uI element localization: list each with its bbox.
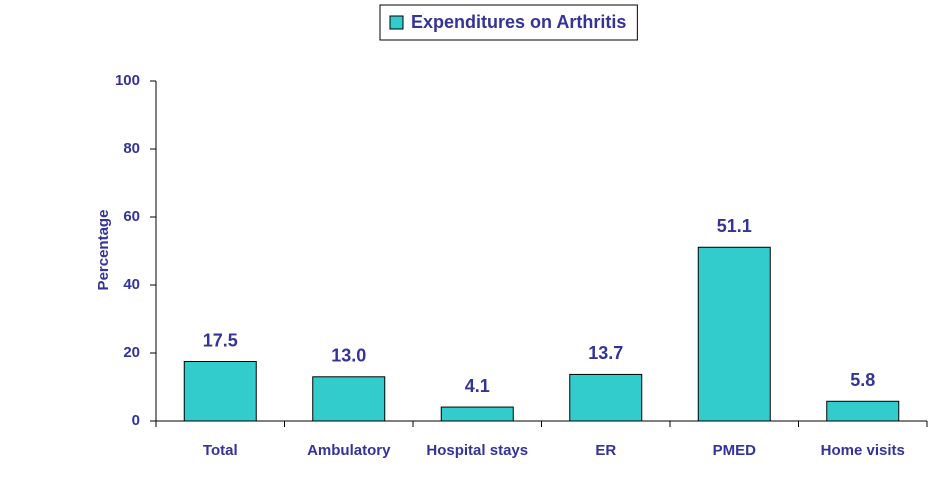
x-tick-label: Hospital stays — [426, 442, 528, 459]
y-tick-label: 100 — [115, 72, 140, 89]
y-tick-label: 80 — [123, 140, 140, 157]
x-tick-label: ER — [595, 442, 616, 459]
bar — [312, 376, 386, 422]
bar — [183, 361, 257, 422]
data-label: 13.0 — [331, 346, 366, 366]
x-tick-label: Home visits — [821, 442, 905, 459]
legend-box — [379, 4, 638, 41]
bar — [440, 406, 514, 422]
x-tick-label: Ambulatory — [307, 442, 391, 459]
legend-label: Expenditures on Arthritis — [411, 12, 626, 32]
y-tick-label: 40 — [123, 276, 140, 293]
data-label: 17.5 — [203, 330, 238, 350]
data-label: 51.1 — [717, 216, 752, 236]
y-tick-label: 0 — [132, 412, 140, 429]
x-tick-label: PMED — [713, 442, 757, 459]
bar — [826, 400, 900, 422]
y-tick-label: 20 — [123, 344, 140, 361]
y-tick-label: 60 — [123, 208, 140, 225]
bar — [697, 246, 771, 422]
data-label: 5.8 — [850, 370, 875, 390]
data-label: 13.7 — [588, 343, 623, 363]
x-tick-label: Total — [203, 442, 238, 459]
bar — [569, 373, 643, 422]
legend-swatch — [389, 15, 404, 30]
y-axis-label: Percentage — [95, 210, 112, 291]
data-label: 4.1 — [465, 376, 490, 396]
